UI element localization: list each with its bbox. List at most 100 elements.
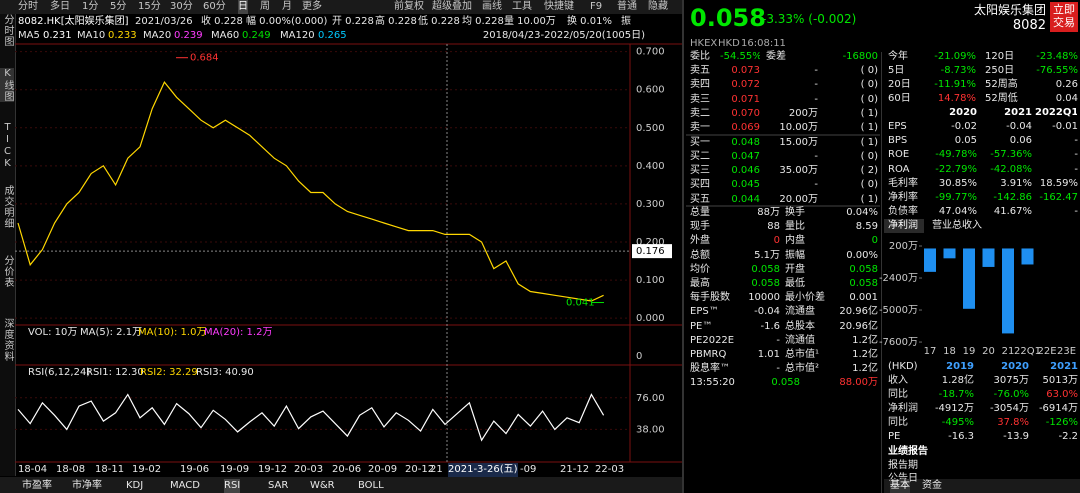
y-tick-label: 0.000 (636, 313, 665, 324)
side-tab[interactable]: TICK (2, 122, 13, 170)
side-tab[interactable]: 深度资料 (2, 318, 13, 362)
stats-row: - (776, 363, 780, 375)
period-tab[interactable]: 30分 (170, 1, 193, 12)
period-tab[interactable]: 1分 (82, 1, 99, 12)
tool-button[interactable]: 超级叠加 (432, 1, 472, 12)
quote-change: -3.33% (-0.002) (762, 12, 857, 26)
order-row: ( 0) (860, 179, 878, 191)
y-tick-label: 38.00 (636, 424, 665, 435)
order-row: 0.044 (731, 193, 760, 205)
period-tab[interactable]: 月 (282, 1, 292, 12)
fin-cell: 18.59% (1039, 177, 1078, 189)
period-tab[interactable]: 周 (260, 1, 270, 12)
vol-label: MA(20): 1.2万 (204, 327, 273, 338)
tool-button[interactable]: F9 (590, 1, 603, 12)
order-row: 卖四 (690, 79, 710, 91)
annual-cell: -3054万 (989, 403, 1029, 414)
tool-button[interactable]: 前复权 (394, 1, 424, 12)
period-tab[interactable]: 日 (238, 0, 248, 14)
vol-label: MA(10): 1.0万 (138, 327, 207, 338)
tool-button[interactable]: 画线 (482, 1, 502, 12)
stats-row: -1.6 (760, 320, 780, 332)
y-tick-label: -7600万 (879, 337, 918, 348)
indicator-tab[interactable]: RSI (224, 479, 241, 493)
y-tick-label: 0.100 (636, 275, 665, 286)
stats-row: 0.058 (751, 263, 780, 275)
perf-row: 20日 (888, 79, 911, 90)
perf-row: 52周高 (985, 79, 1018, 90)
order-row: 买一 (690, 136, 710, 148)
period-tab[interactable]: 60分 (203, 1, 226, 12)
tool-button[interactable]: 普通 (617, 1, 637, 12)
right-col-divider (881, 52, 882, 493)
info-item: 振 (621, 16, 631, 27)
perf-row: -21.09% (934, 51, 976, 62)
trade-button[interactable]: 立即交易 (1053, 3, 1075, 29)
report-title: 业绩报告 (888, 446, 928, 457)
period-tab[interactable]: 15分 (138, 1, 161, 12)
bar (1002, 248, 1014, 334)
info-item: 收 0.228 (201, 16, 243, 27)
perf-row: 14.78% (937, 93, 976, 104)
tool-button[interactable]: 快捷键 (544, 1, 574, 12)
ma-name: MA60 (211, 30, 240, 41)
indicator-tab[interactable]: SAR (268, 480, 289, 491)
x-tick-label: 18-11 (95, 464, 125, 475)
tool-button[interactable]: 隐藏 (648, 1, 668, 12)
indicator-tab[interactable]: KDJ (126, 480, 144, 491)
order-row: 买二 (690, 150, 710, 162)
fin-cell: 3.91% (1000, 177, 1032, 189)
fin-cell: 负债率 (888, 206, 918, 218)
side-tab[interactable]: 分时图 (2, 14, 13, 47)
stats-row: 0 (773, 235, 780, 247)
quote-name: 太阳娱乐集团 (973, 3, 1046, 17)
x-tick-label: 22E (1037, 346, 1056, 357)
tool-button[interactable]: 工具 (512, 1, 532, 12)
annual-col: (HKD) (888, 361, 918, 372)
stats-row: 振幅 (785, 249, 805, 261)
bottom-tab[interactable]: 基本 (890, 479, 910, 493)
indicator-tab[interactable]: MACD (170, 480, 200, 491)
order-row: 买四 (690, 179, 710, 191)
period-tab[interactable]: 更多 (302, 1, 322, 12)
exchange: HKEX (690, 38, 718, 49)
stats-row: 流通盘 (785, 306, 815, 318)
info-item: 幅 0.00%(0.000) (246, 16, 328, 27)
order-row: ( 0) (860, 79, 878, 91)
fin-cell: ROE (888, 149, 910, 161)
x-tick-label: 19-12 (258, 464, 288, 475)
currency: HKD (718, 38, 740, 49)
period-tab[interactable]: 5分 (110, 1, 127, 12)
indicator-tab[interactable]: BOLL (358, 480, 384, 491)
profit-tab[interactable]: 净利润 (888, 220, 918, 231)
indicator-tab[interactable]: W&R (310, 480, 335, 491)
side-tab[interactable]: 分价表 (2, 255, 13, 288)
profit-tab-bg[interactable] (884, 219, 924, 233)
side-tab[interactable]: 成交明细 (2, 185, 13, 229)
indicator-tab[interactable]: 市盈率 (22, 480, 52, 491)
fin-cell: -162.47 (1039, 192, 1078, 203)
x-tick-label: 21 (430, 464, 443, 475)
period-tab[interactable]: 多日 (50, 1, 70, 12)
order-ratio: -54.55% (720, 51, 760, 62)
period-tab[interactable]: 分时 (18, 1, 38, 12)
indicator-tab[interactable]: 市净率 (72, 480, 102, 491)
bottom-tab[interactable]: 资金 (922, 480, 942, 491)
perf-row: 120日 (985, 51, 1015, 62)
last-trade: 13:55:20 (690, 377, 735, 388)
side-bar-bg (0, 14, 16, 476)
profit-tab[interactable]: 营业总收入 (932, 220, 982, 231)
annual-cell: 37.8% (997, 417, 1029, 428)
ma-name: MA120 (280, 30, 315, 41)
order-row: 0.045 (731, 179, 760, 191)
stats-row: 总市值² (785, 363, 820, 375)
ma-name: MA5 (18, 30, 40, 41)
annual-cell: 5013万 (1042, 375, 1078, 386)
stats-row: -0.04 (754, 306, 780, 318)
y-tick-label: 0.200 (636, 237, 665, 248)
trade-button-bg[interactable] (1050, 2, 1078, 32)
stats-row: PE2022E (690, 334, 735, 346)
annual-cell: -16.3 (948, 431, 974, 442)
side-tab[interactable]: K线图 (0, 68, 14, 102)
low-label: 0.041 (566, 298, 595, 309)
